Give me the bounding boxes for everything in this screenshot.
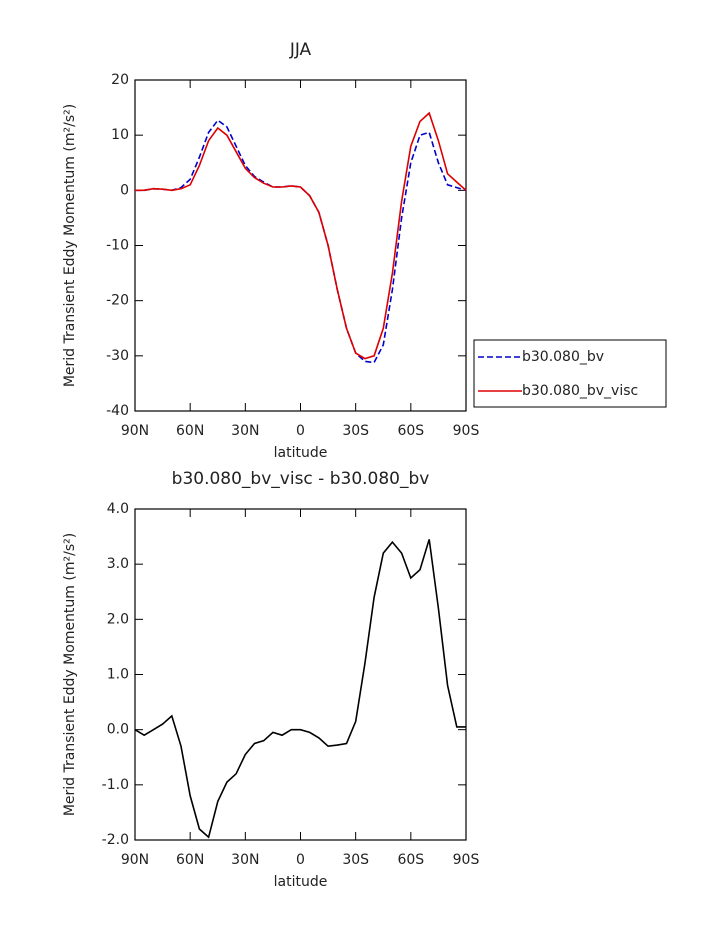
- y-tick-label: 1.0: [107, 667, 129, 683]
- x-tick-label: 30N: [231, 423, 259, 439]
- chart-title: JJA: [289, 40, 312, 60]
- y-tick-label: 20: [111, 72, 129, 88]
- x-tick-label: 30S: [342, 852, 369, 868]
- x-tick-label: 0: [296, 423, 305, 439]
- legend-box: [473, 339, 667, 408]
- chart-title: b30.080_bv_visc - b30.080_bv: [172, 469, 430, 489]
- legend-label: b30.080_bv: [522, 349, 604, 365]
- y-tick-label: -40: [106, 403, 129, 419]
- x-axis-label: latitude: [274, 874, 328, 890]
- data-line: [134, 539, 466, 839]
- y-tick-label: -1.0: [102, 777, 129, 793]
- x-tick-label: 30N: [231, 852, 259, 868]
- x-tick-label: 0: [296, 852, 305, 868]
- y-tick-label: 3.0: [107, 556, 129, 572]
- data-line: [135, 111, 467, 360]
- y-tick-label: 4.0: [107, 501, 129, 517]
- x-tick-label: 90S: [453, 423, 480, 439]
- y-tick-label: -30: [106, 348, 129, 364]
- x-axis-label: latitude: [274, 445, 328, 461]
- x-tick-label: 30S: [342, 423, 369, 439]
- x-tick-label: 90S: [453, 852, 480, 868]
- x-tick-label: 90N: [121, 852, 149, 868]
- x-tick-label: 90N: [121, 423, 149, 439]
- y-tick-label: 2.0: [107, 611, 129, 627]
- data-line: [135, 119, 467, 364]
- x-tick-label: 60S: [397, 423, 424, 439]
- plot-frame: [134, 508, 467, 841]
- y-tick-label: 0.0: [107, 722, 129, 738]
- y-tick-label: 10: [111, 127, 129, 143]
- y-tick-label: -2.0: [102, 832, 129, 848]
- x-tick-label: 60S: [397, 852, 424, 868]
- legend-label: b30.080_bv_visc: [522, 383, 638, 399]
- y-tick-label: 0: [120, 182, 129, 198]
- x-tick-label: 60N: [176, 852, 204, 868]
- y-axis-label: Merid Transient Eddy Momentum (m²/s²): [62, 533, 78, 816]
- x-tick-label: 60N: [176, 423, 204, 439]
- y-tick-label: -10: [106, 238, 129, 254]
- y-axis-label: Merid Transient Eddy Momentum (m²/s²): [62, 104, 78, 387]
- y-tick-label: -20: [106, 293, 129, 309]
